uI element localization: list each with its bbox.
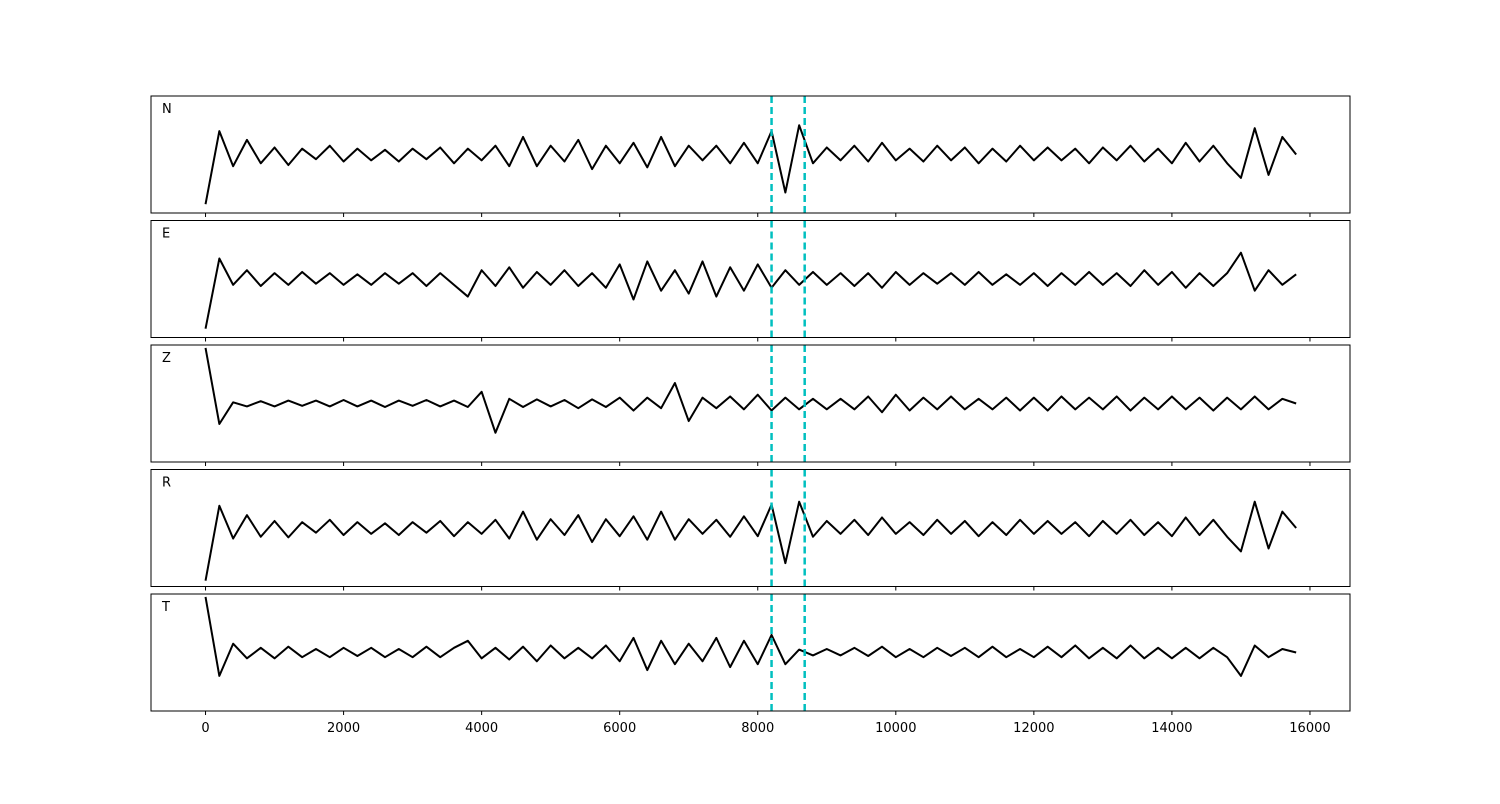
trace bbox=[204, 251, 1297, 329]
trace bbox=[204, 500, 1297, 581]
trace bbox=[204, 124, 1297, 205]
panel-label: N bbox=[162, 102, 172, 117]
trace bbox=[204, 347, 1297, 434]
x-tick-label: 14000 bbox=[1151, 721, 1192, 736]
panel-label: Z bbox=[162, 351, 171, 366]
panel bbox=[204, 594, 1297, 711]
panel-label: T bbox=[161, 600, 170, 615]
x-tick-label: 8000 bbox=[741, 721, 774, 736]
x-tick-label: 0 bbox=[201, 721, 209, 736]
x-tick-label: 6000 bbox=[603, 721, 636, 736]
x-tick-label: 12000 bbox=[1013, 721, 1054, 736]
panel-frame bbox=[150, 469, 1351, 587]
panel-frame bbox=[150, 220, 1351, 338]
panel-frame bbox=[150, 95, 1351, 214]
panel bbox=[204, 96, 1297, 213]
panel-label: R bbox=[162, 476, 171, 491]
panel-frame bbox=[150, 593, 1351, 712]
panel bbox=[204, 345, 1297, 462]
panel-frame bbox=[150, 344, 1351, 463]
panel bbox=[204, 220, 1297, 338]
trace bbox=[204, 596, 1297, 677]
x-tick-label: 2000 bbox=[327, 721, 360, 736]
panel-label: E bbox=[162, 227, 170, 242]
x-tick-label: 16000 bbox=[1289, 721, 1330, 736]
panel bbox=[204, 469, 1297, 587]
x-tick-label: 10000 bbox=[875, 721, 916, 736]
x-tick-label: 4000 bbox=[465, 721, 498, 736]
